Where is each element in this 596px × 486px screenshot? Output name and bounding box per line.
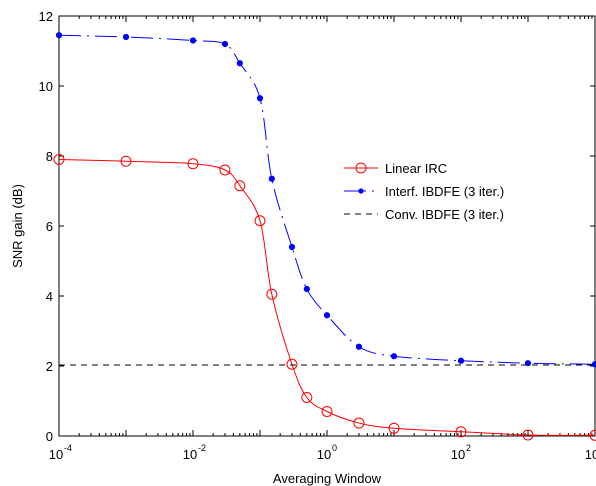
data-point [522,429,534,441]
x-tick-label: 104 [585,447,596,462]
x-tick-base: 10 [183,447,197,462]
series-line [58,159,596,436]
data-point [288,243,296,251]
data-point [219,164,231,176]
data-point [388,422,400,434]
y-tick-label: 8 [46,149,53,164]
data-point [591,361,596,368]
y-tick-label: 6 [46,219,53,234]
data-point [122,33,130,41]
data-point [353,417,365,429]
y-tick-label: 0 [46,429,53,444]
legend-label: Linear IRC [385,161,447,176]
legend-item: Interf. IBDFE (3 iter.) [344,184,504,199]
data-point [234,180,246,192]
series-0 [53,154,596,441]
plot-area [58,15,596,437]
x-tick-exponent: 2 [466,443,471,453]
data-point [55,32,63,39]
data-point [236,60,243,67]
x-tick-label: 10 0 [317,443,337,462]
y-axis: 0 2 4 6 8 10 12 [39,9,595,444]
legend-item: Linear IRC [344,161,447,176]
x-tick-base: 10 [317,447,331,462]
data-point [355,343,363,350]
legend-marker [358,188,364,194]
x-tick-label: 10 -4 [49,443,72,462]
data-point [286,358,298,370]
data-point [266,288,278,300]
x-axis-label: Averaging Window [273,471,382,486]
x-tick-exponent: -4 [64,443,72,453]
x-tick-base: 10 [451,447,465,462]
data-point [589,429,596,441]
legend: Linear IRC Interf. IBDFE (3 iter.) Conv. I… [344,161,504,222]
data-point [301,392,313,403]
data-point [321,406,333,417]
data-point [53,154,65,165]
x-tick-base: 10 [49,447,63,462]
x-tick-base: 10 [585,447,596,462]
x-axis: 10-410-2100102104 [49,16,596,462]
data-point [390,353,398,360]
data-point [187,158,199,170]
legend-label: Interf. IBDFE (3 iter.) [385,184,504,199]
legend-item: Conv. IBDFE (3 iter.) [344,207,504,222]
y-tick-label: 12 [39,9,53,24]
data-point [189,37,197,44]
data-point [254,215,266,227]
legend-label: Conv. IBDFE (3 iter.) [385,207,504,222]
x-tick-exponent: 0 [332,443,337,453]
data-point [457,357,465,364]
data-point [221,40,229,48]
data-point [455,426,467,438]
y-axis-label: SNR gain (dB) [10,184,25,268]
data-point [268,175,275,182]
x-tick-label: 10 2 [451,443,471,462]
data-point [120,155,132,167]
data-point [323,312,331,319]
x-tick-exponent: -2 [198,443,206,453]
data-point [256,95,264,102]
y-tick-label: 2 [46,359,53,374]
y-tick-label: 10 [39,79,53,94]
legend-marker [355,162,367,174]
y-tick-label: 4 [46,289,53,304]
series-layer [53,32,596,441]
data-point [303,285,310,293]
x-tick-label: 10 -2 [183,443,206,462]
